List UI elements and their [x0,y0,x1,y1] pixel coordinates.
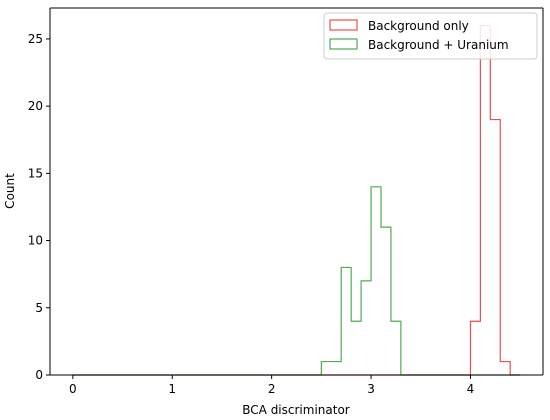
legend: Background only Background + Uranium [323,12,538,60]
legend-box [323,12,538,60]
histogram-series-1 [72,24,521,376]
x-axis-label: BCA discriminator [242,403,350,417]
y-tick-label: 0 [35,368,43,382]
x-tick-label: 0 [69,382,77,396]
x-tick-label: 1 [168,382,176,396]
x-tick-label: 3 [367,382,375,396]
y-tick-label: 20 [28,99,43,113]
y-tick-label: 10 [28,234,43,248]
legend-label-1: Background only [368,19,469,33]
x-tick-label: 4 [467,382,475,396]
y-tick-label: 5 [35,301,43,315]
ticks: 0 1 2 3 4 0 5 10 15 20 25 [28,32,475,396]
y-axis-label: Count [3,173,17,209]
legend-swatch-1 [329,19,358,31]
x-tick-label: 2 [268,382,276,396]
legend-label-2: Background + Uranium [368,38,509,52]
plot-area [72,24,521,376]
axes [49,7,544,376]
legend-swatch-2 [329,38,358,50]
y-tick-label: 25 [28,32,43,46]
histogram-series-2 [72,186,521,376]
y-tick-label: 15 [28,166,43,180]
